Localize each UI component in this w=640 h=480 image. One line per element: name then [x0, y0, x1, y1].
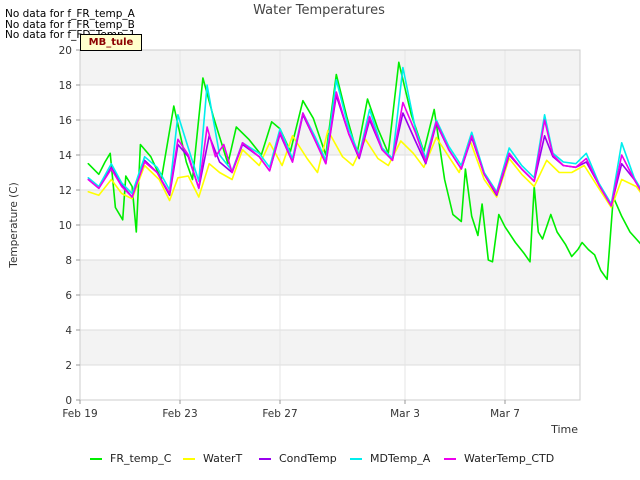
y-tick-label: 14 [59, 150, 73, 162]
series-line-fr-temp-c [87, 61, 640, 281]
x-tick-label: Mar 7 [490, 408, 520, 420]
x-tick-label: Feb 19 [62, 408, 97, 420]
y-tick-label: 10 [59, 220, 72, 232]
legend-swatch [350, 458, 362, 460]
no-data-note: No data for f_FR_temp_B [5, 19, 135, 31]
y-tick-label: 20 [59, 45, 72, 57]
legend-label: CondTemp [279, 452, 337, 465]
legend-swatch [90, 458, 102, 460]
legend-item: CondTemp [259, 452, 337, 470]
x-tick-label: Mar 3 [390, 408, 420, 420]
series-line-watert [87, 129, 640, 209]
x-axis-label: Time [550, 423, 578, 436]
legend-swatch [183, 458, 195, 460]
chart-title: Water Temperatures [253, 3, 385, 18]
x-tick-label: Feb 27 [262, 408, 297, 420]
legend-label: MDTemp_A [370, 452, 431, 465]
series-lines [87, 61, 640, 281]
y-tick-label: 12 [59, 185, 72, 197]
y-tick-label: 0 [65, 395, 72, 407]
background-band [80, 260, 580, 295]
legend-label: WaterT [203, 452, 243, 465]
background-band [80, 330, 580, 365]
x-axis-ticks: Feb 19 Feb 23 Feb 27 Mar 3 Mar 7 [62, 400, 520, 420]
y-tick-label: 8 [65, 255, 72, 267]
y-axis-label: Temperature (C) [8, 182, 20, 268]
legend-item: WaterTemp_CTD [444, 452, 554, 470]
legend-label: WaterTemp_CTD [464, 452, 555, 465]
y-tick-label: 6 [65, 290, 72, 302]
legend-swatch [444, 458, 456, 460]
background-band [80, 50, 580, 85]
x-tick-label: Feb 23 [162, 408, 197, 420]
y-tick-label: 16 [59, 115, 73, 127]
legend-swatch [259, 458, 271, 460]
legend-label: FR_temp_C [110, 452, 172, 465]
series-line-watertemp-ctd [87, 91, 640, 207]
y-tick-label: 2 [65, 360, 72, 372]
site-tag-label: MB_tule [80, 34, 142, 51]
legend-item: MDTemp_A [350, 452, 430, 470]
y-tick-label: 4 [65, 325, 72, 337]
y-tick-label: 18 [59, 80, 72, 92]
legend: FR_temp_C WaterT CondTemp MDTemp_A WaterTemp… [0, 452, 640, 470]
legend-item: WaterT [183, 452, 242, 470]
y-axis-ticks: 0 2 4 6 8 10 12 14 16 18 20 [59, 45, 80, 407]
no-data-note: No data for f_FR_temp_A [5, 8, 135, 20]
legend-item: FR_temp_C [90, 452, 171, 470]
